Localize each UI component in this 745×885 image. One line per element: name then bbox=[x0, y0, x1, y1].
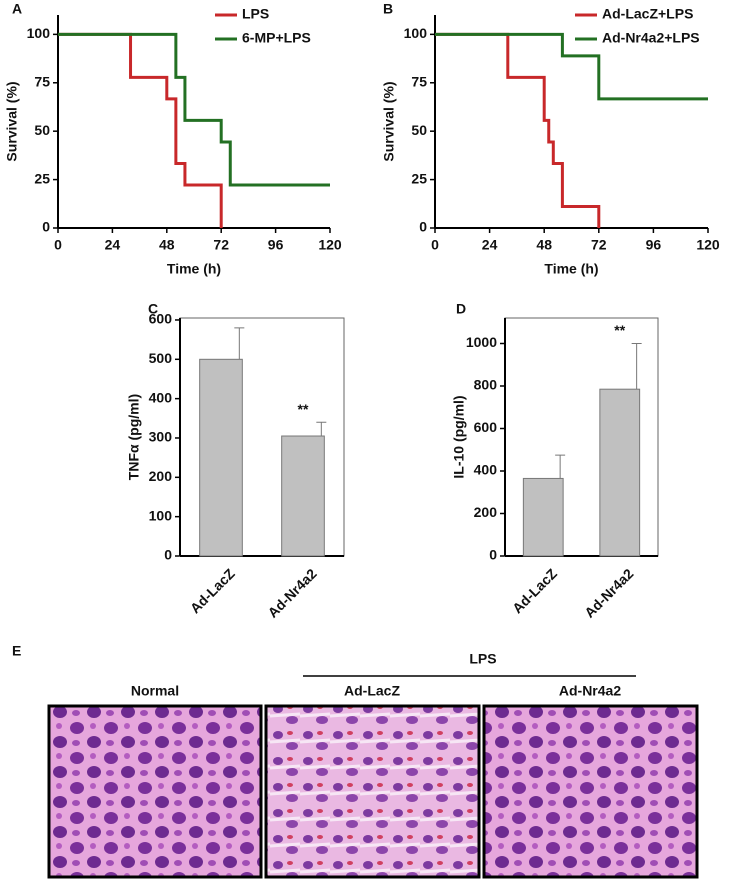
x-tick-label: Ad-Nr4a2 bbox=[581, 565, 636, 620]
x-tick-label: 96 bbox=[268, 237, 284, 253]
y-tick-label: 100 bbox=[404, 25, 428, 41]
y-tick-label: 600 bbox=[474, 419, 498, 435]
x-axis-label: Time (h) bbox=[544, 261, 598, 277]
group-label: LPS bbox=[469, 651, 496, 667]
error-bar bbox=[555, 454, 566, 479]
y-tick-label: 0 bbox=[489, 547, 497, 563]
micrograph bbox=[264, 704, 481, 879]
panel-label: B bbox=[383, 1, 393, 17]
panel-label: A bbox=[12, 1, 22, 17]
x-tick-label: 24 bbox=[105, 237, 121, 253]
image-label: Ad-Nr4a2 bbox=[559, 683, 621, 699]
y-tick-label: 100 bbox=[27, 25, 51, 41]
y-tick-label: 200 bbox=[474, 504, 498, 520]
survival-line bbox=[58, 32, 330, 187]
x-tick-label: Ad-Nr4a2 bbox=[264, 565, 319, 620]
x-tick-label: 120 bbox=[696, 237, 720, 253]
y-axis-label: IL-10 (pg/ml) bbox=[451, 395, 467, 478]
legend-label: Ad-Nr4a2+LPS bbox=[602, 30, 700, 46]
y-tick-label: 0 bbox=[42, 219, 50, 235]
y-tick-label: 0 bbox=[164, 547, 172, 563]
y-tick-label: 50 bbox=[34, 122, 50, 138]
x-tick-label: 96 bbox=[646, 237, 662, 253]
x-tick-label: Ad-LacZ bbox=[187, 565, 238, 616]
y-tick-label: 25 bbox=[411, 170, 427, 186]
x-tick-label: 48 bbox=[159, 237, 175, 253]
bar bbox=[199, 358, 243, 557]
error-bar bbox=[234, 327, 245, 360]
micrograph bbox=[47, 704, 263, 879]
legend-label: Ad-LacZ+LPS bbox=[602, 6, 693, 22]
x-tick-label: Ad-LacZ bbox=[509, 565, 560, 616]
histology-panel: E LPS Normal Ad-LacZ Ad-Nr4a2 bbox=[12, 643, 699, 879]
panel-label: D bbox=[456, 301, 466, 317]
error-bar bbox=[631, 343, 642, 390]
y-axis-label: Survival (%) bbox=[381, 81, 397, 161]
y-axis-label: TNFα (pg/ml) bbox=[126, 394, 142, 480]
x-tick-label: 0 bbox=[54, 237, 62, 253]
y-tick-label: 600 bbox=[149, 311, 173, 327]
survival-line bbox=[435, 32, 708, 101]
significance: ** bbox=[298, 401, 309, 417]
y-tick-label: 75 bbox=[411, 73, 427, 89]
bar bbox=[281, 435, 325, 557]
x-axis-label: Time (h) bbox=[167, 261, 221, 277]
legend-label: 6-MP+LPS bbox=[242, 30, 311, 46]
x-tick-label: 24 bbox=[482, 237, 498, 253]
micrograph bbox=[482, 704, 699, 879]
survival-line bbox=[58, 32, 223, 228]
legend-label: LPS bbox=[242, 6, 269, 22]
x-tick-label: 120 bbox=[318, 237, 342, 253]
image-label: Ad-LacZ bbox=[344, 683, 400, 699]
y-tick-label: 200 bbox=[149, 468, 173, 484]
y-tick-label: 1000 bbox=[466, 334, 497, 350]
bar bbox=[522, 477, 564, 557]
y-tick-label: 75 bbox=[34, 73, 50, 89]
y-tick-label: 400 bbox=[474, 462, 498, 478]
y-tick-label: 50 bbox=[411, 122, 427, 138]
y-tick-label: 400 bbox=[149, 389, 173, 405]
y-tick-label: 500 bbox=[149, 350, 173, 366]
image-label: Normal bbox=[131, 683, 179, 699]
panel-label: C bbox=[148, 301, 158, 317]
y-tick-label: 800 bbox=[474, 377, 498, 393]
x-tick-label: 0 bbox=[431, 237, 439, 253]
panel-label: E bbox=[12, 643, 21, 659]
y-tick-label: 25 bbox=[34, 170, 50, 186]
x-tick-label: 72 bbox=[591, 237, 607, 253]
error-bar bbox=[316, 421, 327, 437]
y-tick-label: 300 bbox=[149, 429, 173, 445]
survival-line bbox=[435, 32, 601, 228]
y-tick-label: 100 bbox=[149, 507, 173, 523]
y-tick-label: 0 bbox=[419, 219, 427, 235]
x-tick-label: 48 bbox=[536, 237, 552, 253]
x-tick-label: 72 bbox=[213, 237, 229, 253]
y-axis-label: Survival (%) bbox=[4, 81, 20, 161]
significance: ** bbox=[614, 322, 625, 338]
bar bbox=[599, 388, 641, 557]
